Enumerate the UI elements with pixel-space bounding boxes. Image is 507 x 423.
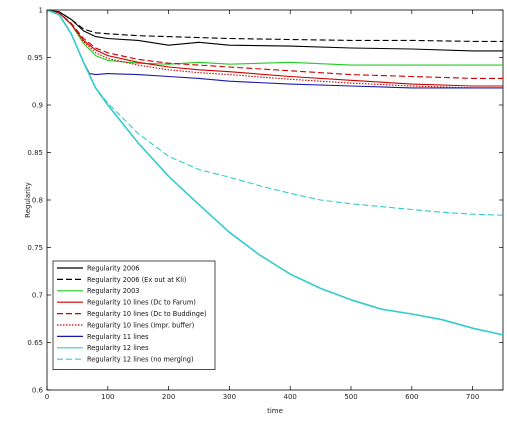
y-tick-label: 0.95 [27, 54, 43, 62]
legend: Regularity 2006 Regularity 2006 (Ex out a… [52, 260, 216, 370]
legend-label-8: Regularity 12 lines (no merging) [87, 356, 194, 364]
x-axis-label: time [267, 407, 283, 415]
x-tick-label: 200 [162, 393, 175, 401]
y-tick-label: 0.8 [32, 197, 43, 205]
series-line-4 [46, 9, 503, 79]
legend-label-7: Regularity 12 lines [87, 344, 149, 352]
legend-label-4: Regularity 10 lines (Dc to Buddinge) [87, 310, 207, 318]
legend-label-1: Regularity 2006 (Ex out at Kli) [87, 276, 187, 284]
x-tick-label: 700 [466, 393, 479, 401]
y-tick-label: 0.7 [32, 292, 43, 300]
y-tick-label: 0.9 [32, 102, 43, 110]
legend-label-2: Regularity 2003 [87, 287, 140, 295]
legend-label-5: Regularity 10 lines (Impr. buffer) [87, 321, 194, 329]
y-tick-label: 0.75 [27, 244, 43, 252]
tick-layer: 0 100 200 300 400 500 600 700 0.6 0.65 0.7 0.75 0.8 0… [27, 7, 503, 401]
legend-label-3: Regularity 10 lines (Dc to Farum) [87, 299, 196, 307]
y-tick-label: 0.6 [32, 387, 44, 395]
x-tick-label: 600 [405, 393, 418, 401]
series-line-8 [46, 9, 504, 216]
y-tick-label: 0.85 [27, 149, 43, 157]
legend-label-0: Regularity 2006 [87, 264, 140, 272]
x-tick-label: 500 [344, 393, 357, 401]
y-axis-label: Regularity [24, 182, 32, 218]
series-layer [46, 9, 504, 336]
x-tick-label: 0 [45, 393, 49, 401]
y-tick-label: 0.65 [27, 339, 43, 347]
x-tick-label: 100 [101, 393, 114, 401]
series-line-5 [46, 9, 503, 89]
legend-label-6: Regularity 11 lines [87, 333, 149, 341]
y-tick-label: 1 [39, 7, 43, 15]
x-tick-label: 300 [223, 393, 236, 401]
series-line-3 [46, 9, 503, 87]
series-line-1 [46, 9, 503, 42]
x-tick-label: 400 [284, 393, 297, 401]
